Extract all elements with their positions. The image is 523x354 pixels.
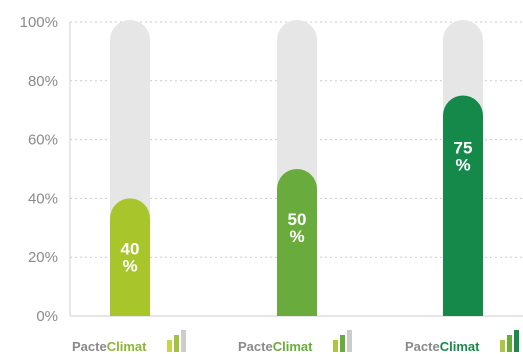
logo-part-climat: Climat (440, 339, 480, 354)
logo-part-pacte: Pacte (72, 339, 107, 354)
logo-icon-bar (340, 335, 345, 352)
logo-icon-bar (333, 340, 338, 352)
bar-value-unit: % (289, 227, 304, 246)
logo-icon-bar (174, 335, 179, 352)
y-tick-label: 20% (28, 249, 58, 266)
x-tick-logo: PacteClimat (72, 330, 186, 354)
bar-value-unit: % (455, 156, 470, 175)
logo-icon-bar (347, 330, 352, 352)
y-tick-label: 0% (36, 308, 58, 325)
bar-chart-icon (500, 330, 519, 352)
bar-value-label: 40 (121, 239, 140, 258)
y-tick-label: 60% (28, 132, 58, 149)
x-tick-label: PacteClimat (72, 339, 147, 354)
logo-part-pacte: Pacte (238, 339, 273, 354)
bar-chart-icon (167, 330, 186, 352)
x-tick-label: PacteClimat (238, 339, 313, 354)
y-tick-label: 80% (28, 73, 58, 90)
bar-value-unit: % (122, 256, 137, 275)
logo-icon-bar (181, 330, 186, 352)
y-tick-label: 40% (28, 190, 58, 207)
logo-part-pacte: Pacte (405, 339, 440, 354)
x-tick-label: PacteClimat (405, 339, 480, 354)
logo-part-climat: Climat (273, 339, 313, 354)
bar (277, 169, 317, 316)
x-tick-logo: PacteClimat (405, 330, 519, 354)
bar-value-label: 50 (288, 210, 307, 229)
logo-icon-bar (500, 340, 505, 352)
bar (110, 198, 150, 316)
logo-part-climat: Climat (107, 339, 147, 354)
y-tick-label: 100% (20, 14, 58, 31)
logo-icon-bar (167, 340, 172, 352)
bar (443, 95, 483, 316)
logo-icon-bar (507, 335, 512, 352)
x-tick-logo: PacteClimat (238, 330, 352, 354)
bar-chart-icon (333, 330, 352, 352)
bar-value-label: 75 (454, 139, 473, 158)
logo-icon-bar (514, 330, 519, 352)
